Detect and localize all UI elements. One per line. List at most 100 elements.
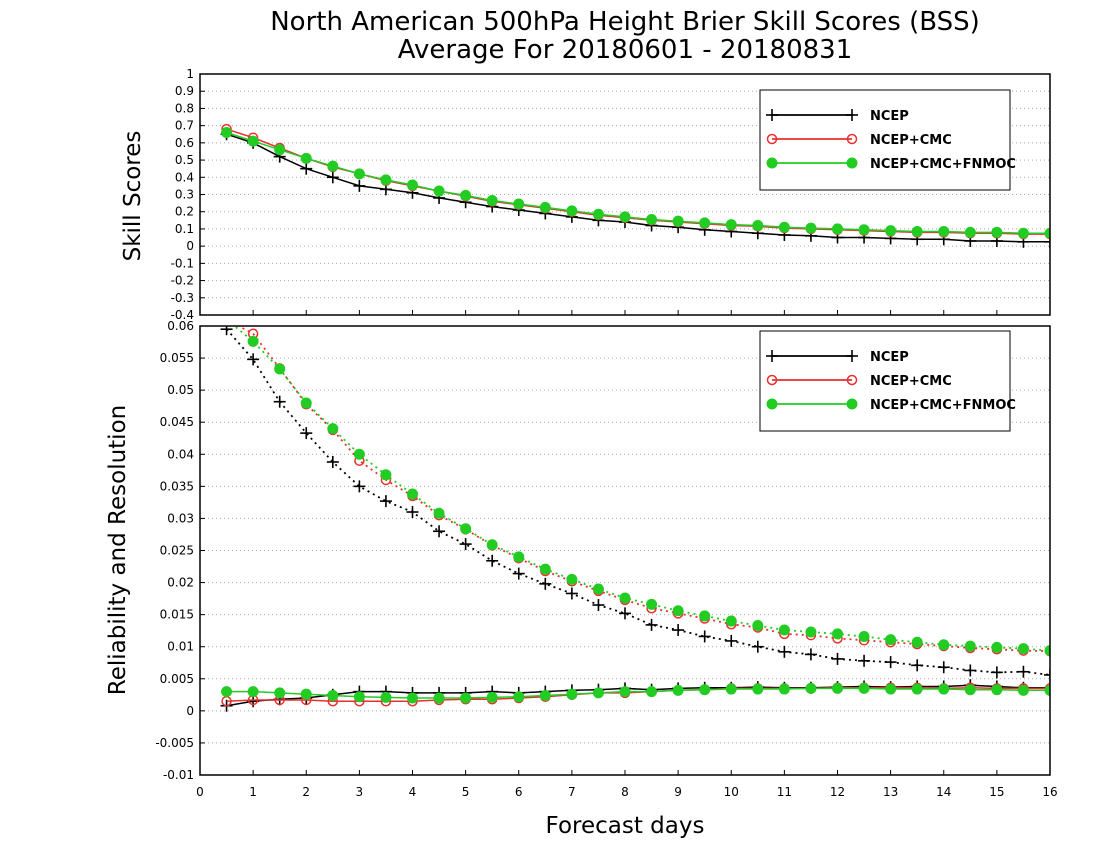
bottom-legend: NCEP NCEP+CMC NCEP+CMC+FNMOC [759, 330, 1016, 432]
top-legend-label-0: NCEP [870, 109, 909, 124]
bottom-legend-label-2: NCEP+CMC+FNMOC [870, 398, 1016, 413]
bottom-ncep-resolution-point-9 [459, 538, 472, 551]
bottom-ncep-resolution-point-19 [725, 634, 738, 647]
bottom-ncep-resolution-point-30 [1017, 665, 1030, 678]
top-ncep-cmc-fnmoc-point-26 [911, 226, 923, 238]
bottom-ncep-cmc-fnmoc-reliability-point-31 [1044, 684, 1050, 696]
bottom-ncep-cmc-fnmoc-reliability-point-16 [646, 686, 658, 698]
bottom-ncep-resolution-point-3 [300, 427, 313, 440]
bottom-ncep-resolution-point-27 [937, 661, 950, 674]
top-ytick-label-11: 0.7 [175, 119, 194, 133]
bottom-plot-area [220, 326, 1050, 712]
bottom-ytick-label-0: -0.01 [163, 768, 194, 782]
bottom-ncep-resolution-point-0 [220, 326, 233, 336]
top-ytick-label-7: 0.3 [175, 188, 194, 202]
bottom-ncep-resolution-point-21 [778, 645, 791, 658]
bottom-ncep-cmc-fnmoc-resolution-point-9 [460, 523, 472, 535]
bottom-ncep-cmc-fnmoc-resolution-point-18 [699, 610, 711, 622]
top-ncep-cmc-fnmoc-point-15 [619, 211, 631, 223]
top-ncep-cmc-fnmoc-point-9 [460, 189, 472, 201]
top-ncep-cmc-fnmoc-point-28 [964, 226, 976, 238]
bottom-ytick-label-3: 0.005 [160, 672, 194, 686]
top-ncep-cmc-fnmoc-point-11 [513, 198, 525, 210]
bottom-legend-ncep-point-b [846, 350, 858, 362]
bottom-ncep-cmc-fnmoc-reliability-point-19 [725, 683, 737, 695]
bottom-ncep-resolution-point-28 [964, 664, 977, 677]
bottom-ytick-label-5: 0.015 [160, 608, 194, 622]
bottom-ncep-resolution-point-25 [884, 656, 897, 669]
top-legend: NCEP NCEP+CMC NCEP+CMC+FNMOC [759, 89, 1016, 191]
bottom-ncep-cmc-fnmoc-resolution-point-27 [938, 639, 950, 651]
bottom-ncep-cmc-fnmoc-reliability-point-6 [380, 691, 392, 703]
bottom-ncep-cmc-fnmoc-resolution-point-22 [805, 626, 817, 638]
top-ytick-label-8: 0.4 [175, 170, 194, 184]
top-ncep-cmc-fnmoc-point-0 [221, 127, 233, 139]
bottom-ytick-label-13: 0.055 [160, 351, 194, 365]
bottom-plot-frame [199, 325, 1051, 776]
top-legend-ncep-cmc-point-b [846, 133, 858, 145]
top-ncep-cmc-fnmoc-point-12 [539, 201, 551, 213]
bottom-xtick-label-5: 5 [462, 785, 470, 799]
bottom-ncep-cmc-fnmoc-resolution-point-31 [1044, 645, 1050, 657]
bottom-xtick-label-7: 7 [568, 785, 576, 799]
bottom-xtick-label-13: 13 [883, 785, 898, 799]
bottom-ncep-cmc-fnmoc-reliability-point-7 [407, 692, 418, 704]
bottom-ncep-resolution-point-11 [512, 567, 525, 580]
top-ytick-label-1: -0.3 [171, 291, 194, 305]
bottom-ncep-cmc-fnmoc-resolution-point-10 [486, 539, 498, 551]
bottom-ncep-cmc-fnmoc-reliability-point-28 [964, 684, 976, 696]
bottom-ncep-resolution-point-22 [804, 648, 817, 661]
top-ncep-cmc-fnmoc-point-16 [646, 213, 658, 225]
bottom-legend-ncep-cmc-point-a [766, 374, 778, 386]
skill-score-panel: -0.4 -0.3 -0.2 -0.1 0 0.1 0.2 0.3 0.4 0.5 0.6 0.7 0.… [171, 67, 1051, 322]
bottom-ncep-cmc-fnmoc-reliability-point-13 [566, 688, 578, 700]
top-ncep-cmc-fnmoc-point-7 [407, 179, 418, 191]
bottom-ncep-cmc-fnmoc-reliability-point-1 [247, 686, 259, 698]
bottom-ncep-resolution-point-23 [831, 652, 844, 665]
bottom-ncep-cmc-fnmoc-reliability-point-18 [699, 684, 711, 696]
bottom-ncep-cmc-fnmoc-resolution-point-25 [885, 634, 897, 646]
bottom-ncep-cmc-fnmoc-reliability-point-24 [858, 682, 870, 694]
top-ytick-label-2: -0.2 [171, 274, 194, 288]
bottom-ncep-cmc-fnmoc-reliability-point-17 [672, 684, 684, 696]
bottom-ncep-cmc-fnmoc-reliability-point-23 [832, 682, 843, 694]
bottom-ytick-label-9: 0.035 [160, 479, 194, 493]
bottom-ncep-cmc-fnmoc-reliability-point-2 [274, 687, 286, 699]
top-ncep-cmc-fnmoc-point-18 [699, 217, 711, 229]
top-ncep-cmc-fnmoc-point-30 [1017, 227, 1029, 239]
bottom-legend-ncep-cmc-fnmoc-point-a [766, 398, 778, 410]
bottom-ncep-cmc-fnmoc-resolution-point-28 [964, 640, 976, 652]
top-plot-area [220, 123, 1050, 248]
bottom-y-axis-title: Reliability and Resolution [105, 405, 131, 695]
top-ytick-label-13: 0.9 [175, 84, 194, 98]
top-ncep-cmc-fnmoc-point-3 [300, 152, 312, 164]
top-ncep-cmc-fnmoc-point-6 [380, 174, 392, 186]
bottom-ncep-cmc-fnmoc-resolution-point-15 [619, 592, 631, 604]
bottom-ncep-cmc-fnmoc-reliability-point-3 [300, 688, 312, 700]
top-legend-ncep-cmc-point-a [766, 133, 778, 145]
bottom-ncep-cmc-fnmoc-resolution-point-8 [433, 507, 445, 519]
top-ncep-point-31 [1044, 235, 1050, 248]
bottom-ncep-cmc-fnmoc-resolution-point-20 [752, 620, 764, 632]
bottom-ncep-resolution-point-26 [911, 659, 924, 672]
top-y-axis-title: Skill Scores [120, 131, 146, 262]
bottom-ncep-resolution-point-5 [353, 480, 366, 493]
bottom-ncep-cmc-fnmoc-reliability-point-11 [513, 691, 525, 703]
top-legend-ncep-point-a [766, 109, 778, 121]
bottom-ncep-cmc-fnmoc-resolution-point-1 [247, 335, 259, 347]
chart-title-line2: Average For 20180601 - 20180831 [398, 35, 853, 65]
bottom-ncep-cmc-fnmoc-resolution-point-2 [274, 363, 286, 375]
bottom-series-line-ncep-resolution [225, 328, 1050, 676]
bottom-ncep-resolution-point-4 [326, 455, 339, 468]
bottom-ytick-label-10: 0.04 [167, 447, 194, 461]
bottom-ncep-resolution-point-2 [273, 395, 286, 408]
top-legend-label-2: NCEP+CMC+FNMOC [870, 157, 1016, 172]
bottom-ncep-cmc-fnmoc-resolution-point-12 [539, 563, 551, 575]
top-ncep-cmc-fnmoc-point-5 [353, 168, 365, 180]
bottom-legend-ncep-cmc-point-b [846, 374, 858, 386]
top-ytick-label-14: 1 [186, 67, 194, 81]
top-ncep-cmc-fnmoc-point-4 [327, 160, 339, 172]
bottom-ncep-resolution-point-13 [565, 587, 578, 600]
bottom-legend-box [759, 330, 1011, 432]
